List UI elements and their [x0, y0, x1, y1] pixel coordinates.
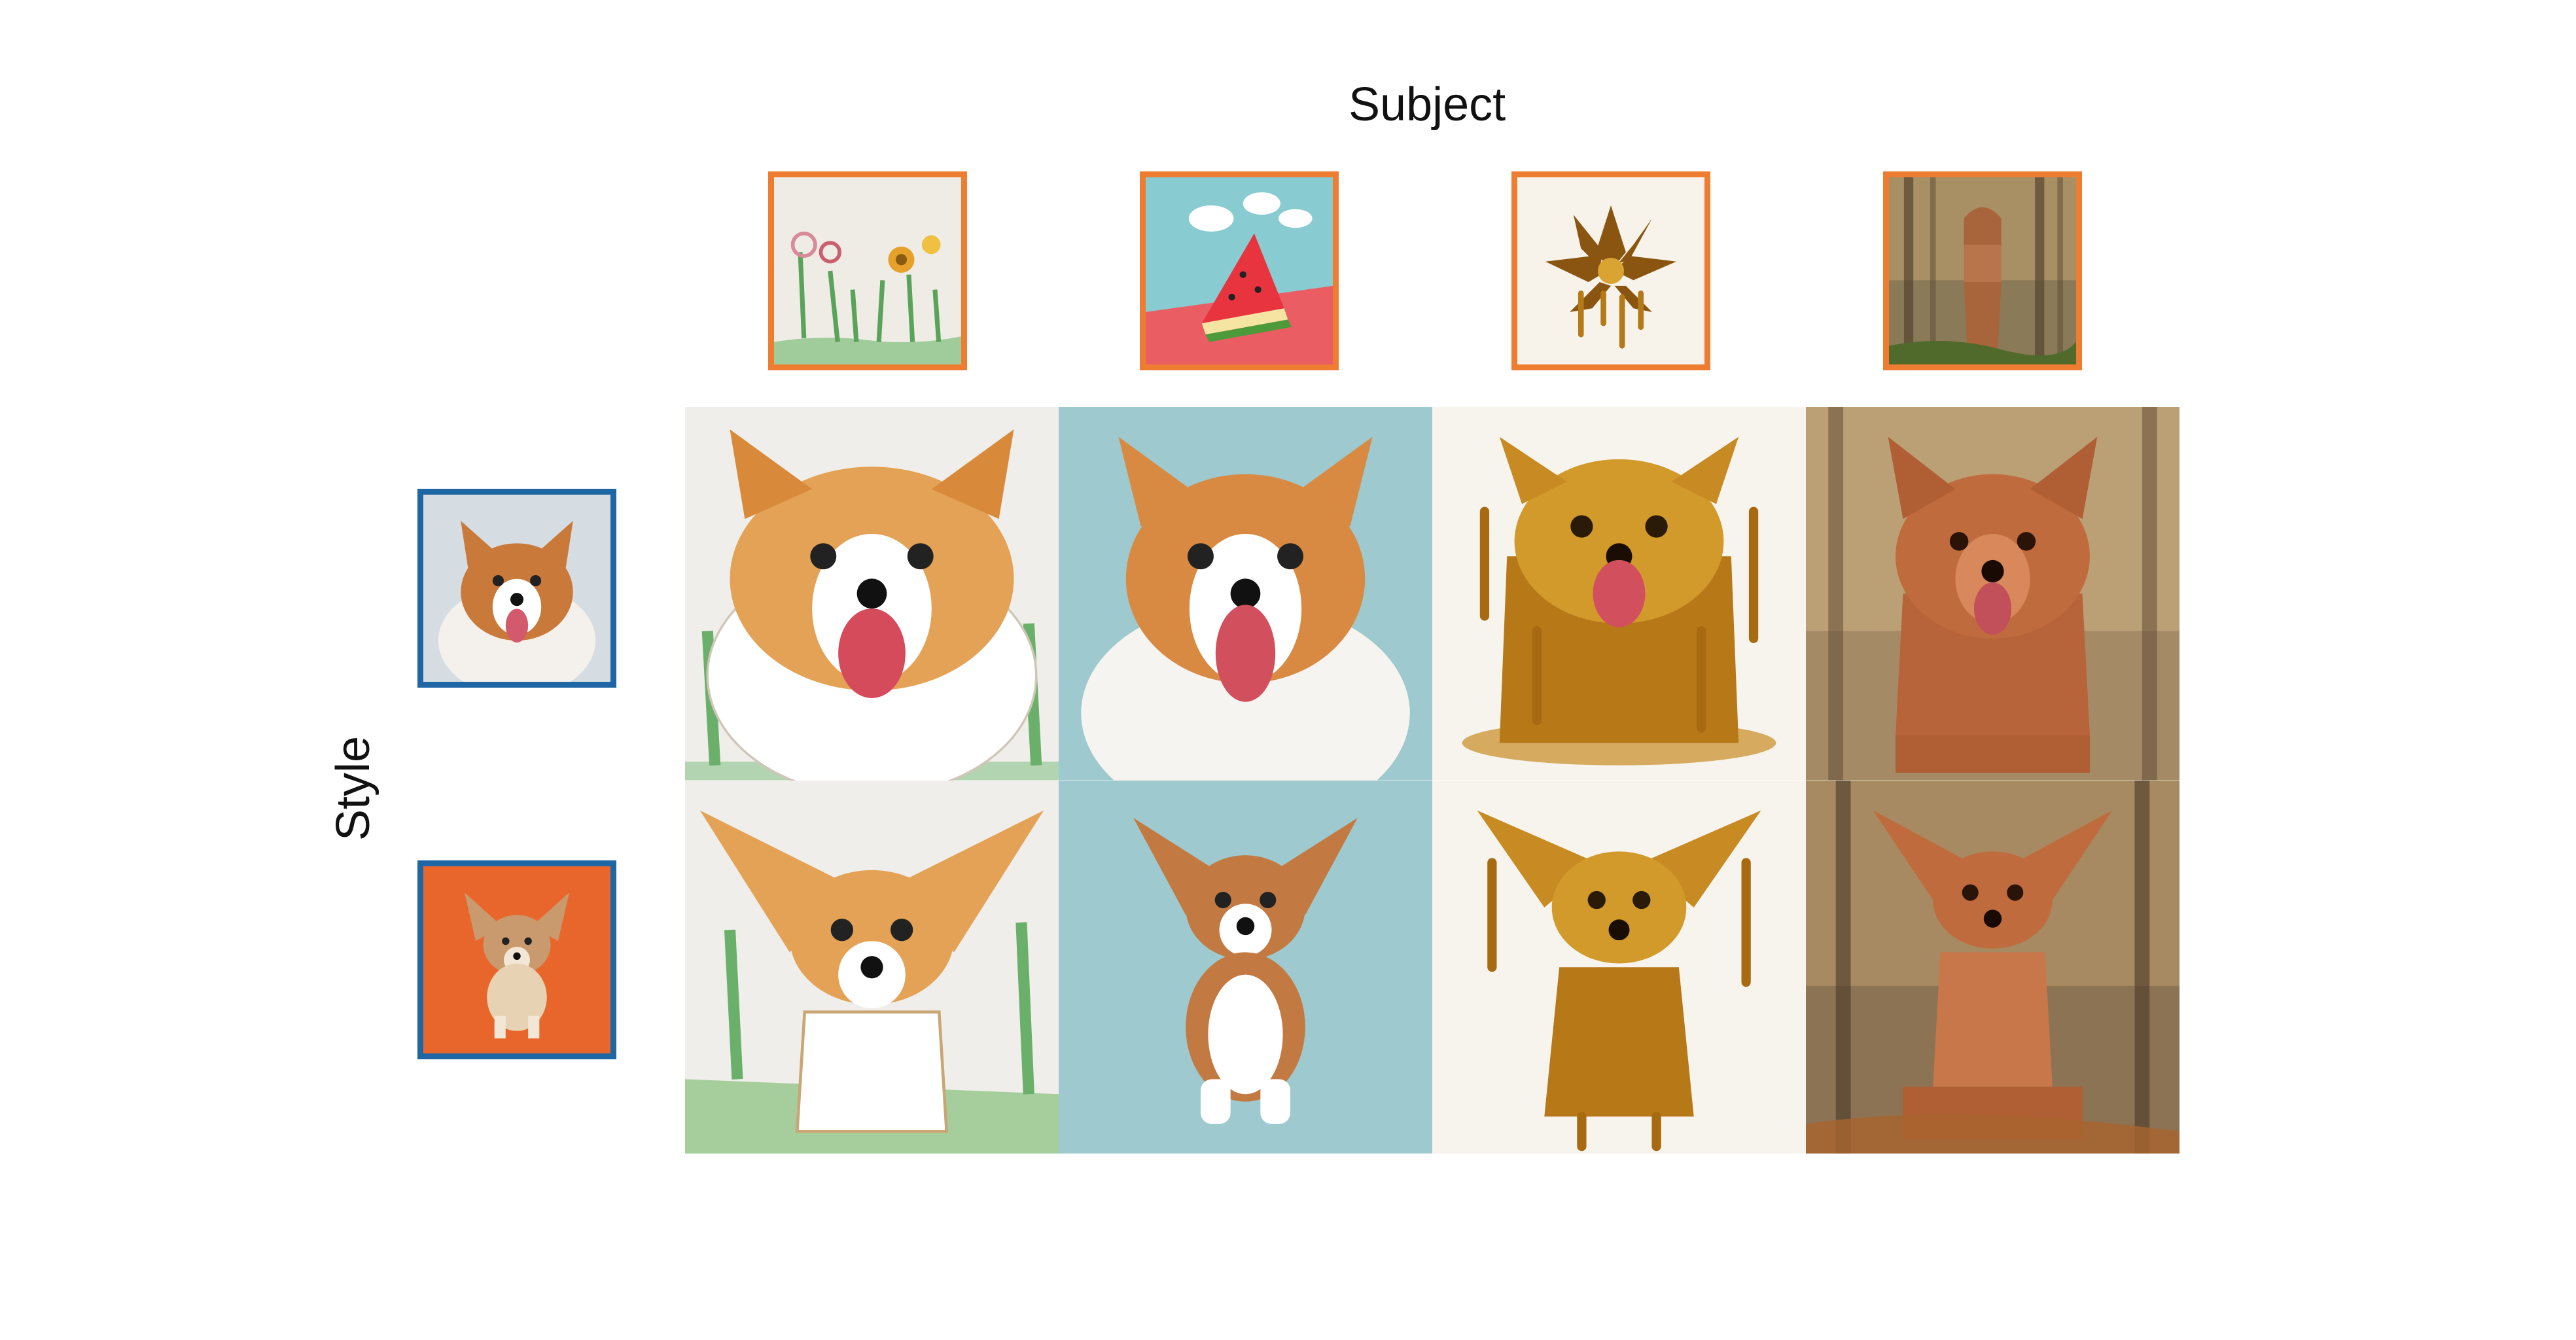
subject-axis-label: Subject: [1349, 79, 1506, 131]
wooden-statue-image: [1889, 177, 2076, 364]
result-wooden-corgi-tongue: [1806, 407, 2179, 781]
result-melting-gold-corgi-tongue: [1432, 407, 1806, 781]
result-wooden-corgi-puppy: [1806, 780, 2179, 1154]
result-watercolor-corgi-tongue: [685, 407, 1059, 781]
result-image: [685, 407, 1059, 781]
result-image: [1432, 780, 1806, 1154]
watercolor-flowers-image: [774, 177, 961, 364]
subject-thumb-melting-gold-flower: [1511, 171, 1710, 370]
result-3d-corgi-tongue: [1059, 407, 1432, 781]
result-image: [1059, 780, 1432, 1154]
subject-thumb-watermelon: [1140, 171, 1339, 370]
style-thumb-corgi-puppy-orange: [417, 860, 616, 1059]
result-image: [1432, 407, 1806, 781]
result-melting-gold-corgi-puppy: [1432, 780, 1806, 1154]
result-image: [685, 780, 1059, 1154]
result-image: [1806, 780, 2179, 1154]
result-3d-corgi-puppy: [1059, 780, 1432, 1154]
result-watercolor-corgi-puppy: [685, 780, 1059, 1154]
corgi-puppy-orange-image: [423, 866, 610, 1053]
result-image: [1806, 407, 2179, 781]
corgi-tongue-image: [423, 495, 610, 682]
subject-thumb-wooden-statue: [1883, 171, 2082, 370]
result-image: [1059, 407, 1432, 781]
style-thumb-corgi-tongue: [417, 489, 616, 688]
result-grid: [685, 407, 2179, 1154]
watermelon-image: [1146, 177, 1333, 364]
melting-gold-flower-image: [1517, 177, 1704, 364]
subject-thumb-watercolor-flowers: [768, 171, 967, 370]
style-axis-label: Style: [327, 735, 379, 841]
